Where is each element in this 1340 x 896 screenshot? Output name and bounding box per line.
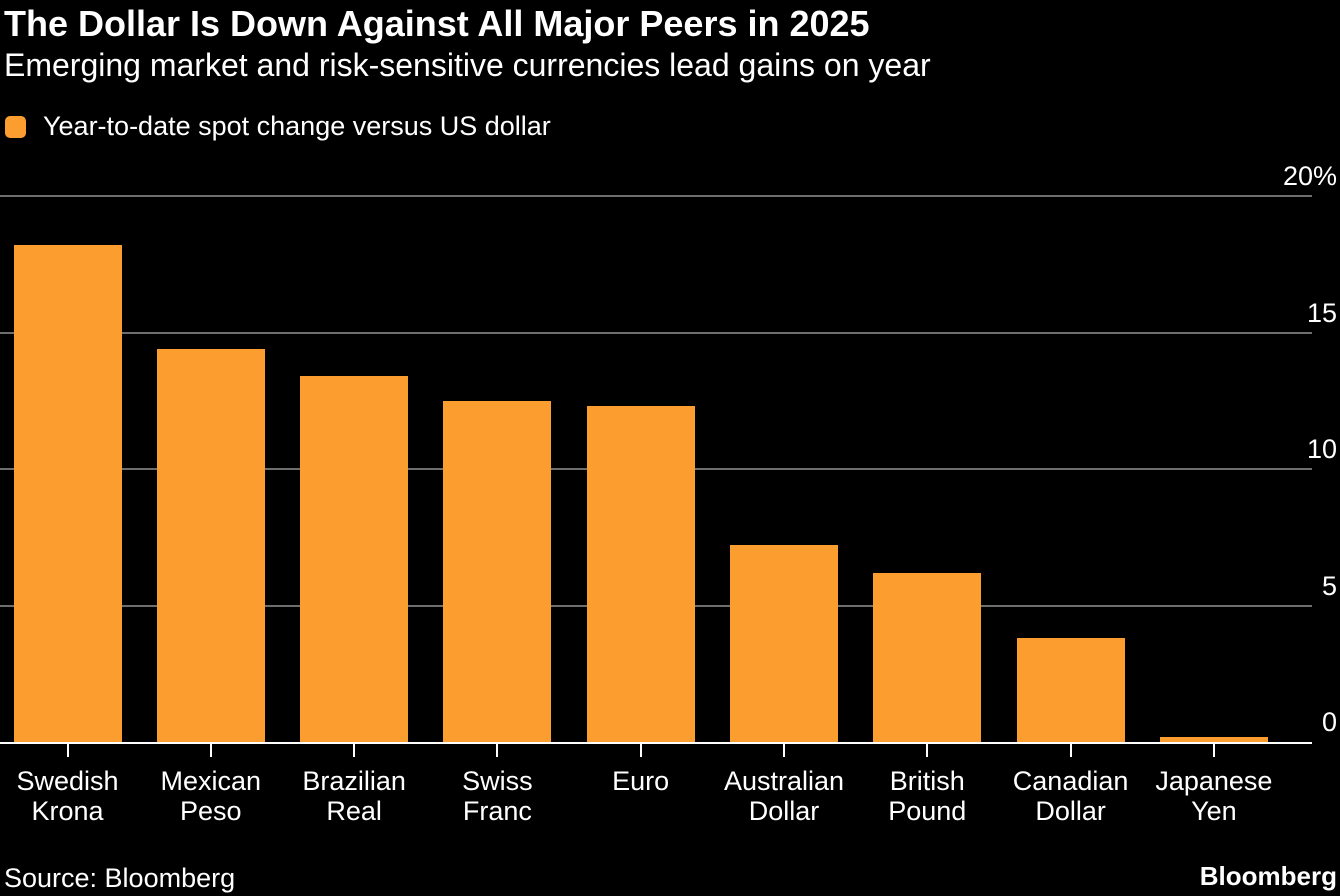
- x-axis-label-euro: Euro: [612, 766, 670, 796]
- bar-canadian-dollar: [1016, 638, 1125, 742]
- x-tick-brazilian-real: [353, 744, 356, 757]
- bar-swiss-franc: [443, 400, 552, 742]
- plot-area: [0, 195, 1312, 744]
- bar-mexican-peso: [156, 348, 265, 742]
- x-axis-label-swiss-franc: Swiss Franc: [462, 766, 533, 826]
- y-axis-label-10: 10: [1306, 434, 1337, 464]
- bar-australian-dollar: [730, 545, 838, 742]
- chart-subtitle: Emerging market and risk-sensitive curre…: [4, 47, 931, 83]
- bar-swedish-krona: [13, 245, 122, 742]
- x-tick-canadian-dollar: [1069, 744, 1072, 757]
- x-tick-japanese-yen: [1212, 744, 1215, 757]
- x-axis-label-australian-dollar: Australian Dollar: [723, 766, 845, 826]
- y-axis-label-20: 20%: [1282, 161, 1337, 191]
- x-tick-mexican-peso: [209, 744, 212, 757]
- gridline-20: [0, 195, 1312, 197]
- legend-label: Year-to-date spot change versus US dolla…: [43, 111, 551, 141]
- legend-swatch-icon: [5, 115, 26, 138]
- gridline-15: [0, 331, 1312, 334]
- bar-brazilian-real: [300, 376, 409, 742]
- bloomberg-logo: Bloomberg: [1199, 861, 1337, 891]
- x-axis-baseline: [0, 742, 1312, 744]
- x-axis-label-british-pound: British Pound: [888, 766, 967, 826]
- x-tick-swedish-krona: [66, 744, 69, 757]
- bar-euro: [586, 406, 695, 742]
- x-axis-label-mexican-peso: Mexican Peso: [160, 766, 262, 826]
- bar-british-pound: [873, 572, 982, 742]
- x-tick-euro: [639, 744, 642, 757]
- x-axis-label-brazilian-real: Brazilian Real: [302, 766, 406, 826]
- x-axis-label-swedish-krona: Swedish Krona: [16, 766, 119, 826]
- y-axis-label-15: 15: [1306, 297, 1337, 328]
- chart-title: The Dollar Is Down Against All Major Pee…: [4, 3, 870, 44]
- x-tick-swiss-franc: [496, 744, 499, 757]
- x-axis-label-japanese-yen: Japanese Yen: [1155, 766, 1273, 826]
- source-note: Source: Bloomberg: [4, 863, 236, 893]
- bar-japanese-yen: [1159, 736, 1268, 742]
- y-axis-label-5: 5: [1321, 570, 1337, 601]
- x-axis-label-canadian-dollar: Canadian Dollar: [1012, 766, 1129, 826]
- y-axis-label-0: 0: [1321, 707, 1337, 737]
- x-tick-australian-dollar: [783, 744, 785, 757]
- x-tick-british-pound: [926, 744, 929, 757]
- legend: Year-to-date spot change versus US dolla…: [5, 113, 551, 140]
